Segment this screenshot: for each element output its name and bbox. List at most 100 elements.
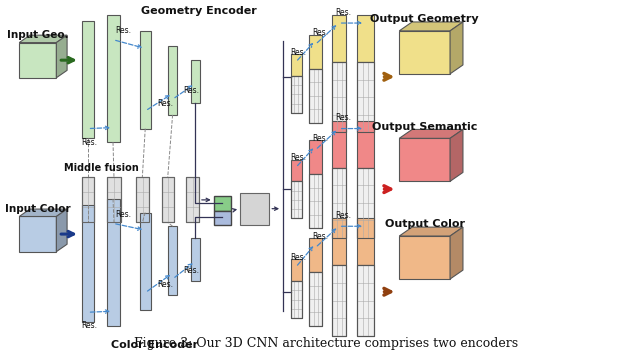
Polygon shape xyxy=(399,22,463,31)
Text: Res.: Res. xyxy=(312,134,328,143)
Bar xyxy=(332,168,346,238)
Bar xyxy=(309,272,322,326)
Text: Res.: Res. xyxy=(81,138,97,147)
Text: Res.: Res. xyxy=(81,321,97,331)
Polygon shape xyxy=(399,31,450,74)
Bar xyxy=(107,15,120,142)
Bar xyxy=(357,265,374,336)
Bar xyxy=(357,15,374,62)
Polygon shape xyxy=(56,35,67,78)
Polygon shape xyxy=(399,227,463,236)
Text: Res.: Res. xyxy=(291,253,307,262)
Bar xyxy=(332,265,346,336)
Bar xyxy=(309,69,322,123)
Bar xyxy=(309,69,322,123)
Polygon shape xyxy=(399,130,463,138)
Bar xyxy=(357,62,374,132)
Bar xyxy=(357,218,374,265)
Bar xyxy=(332,218,346,265)
Bar xyxy=(140,213,151,310)
Bar xyxy=(136,178,149,222)
Bar xyxy=(140,31,151,129)
Text: Res.: Res. xyxy=(183,86,199,95)
Text: Color Encoder: Color Encoder xyxy=(111,340,198,350)
Bar xyxy=(332,62,346,132)
Bar xyxy=(82,21,95,138)
Bar xyxy=(291,54,301,76)
Text: Input Geo.: Input Geo. xyxy=(7,30,68,40)
Polygon shape xyxy=(399,236,450,279)
Text: Res.: Res. xyxy=(115,210,131,219)
Bar xyxy=(291,76,301,113)
Polygon shape xyxy=(19,35,67,43)
Bar xyxy=(332,62,346,132)
Text: Res.: Res. xyxy=(157,99,173,108)
Bar xyxy=(291,281,301,318)
Bar xyxy=(309,175,322,228)
Bar xyxy=(191,60,200,103)
Polygon shape xyxy=(450,130,463,181)
Text: Res.: Res. xyxy=(312,231,328,241)
Bar xyxy=(186,178,199,222)
Bar xyxy=(162,178,173,222)
Bar xyxy=(162,178,173,222)
Bar xyxy=(82,178,95,222)
Bar xyxy=(214,196,231,211)
Polygon shape xyxy=(56,209,67,252)
Text: Res.: Res. xyxy=(312,28,328,37)
Bar xyxy=(107,178,121,222)
Polygon shape xyxy=(450,22,463,74)
Bar xyxy=(309,35,322,69)
Bar xyxy=(357,265,374,336)
Text: Output Color: Output Color xyxy=(385,219,465,229)
Bar xyxy=(168,47,177,115)
Bar xyxy=(309,140,322,175)
Bar xyxy=(332,121,346,168)
Text: Res.: Res. xyxy=(291,153,307,162)
Bar xyxy=(291,181,301,218)
Bar xyxy=(309,175,322,228)
Polygon shape xyxy=(19,217,56,252)
Bar xyxy=(332,168,346,238)
Bar xyxy=(309,272,322,326)
Bar xyxy=(82,178,95,222)
Text: Input Color: Input Color xyxy=(5,204,70,214)
Bar xyxy=(291,76,301,113)
Bar xyxy=(291,160,301,181)
Bar xyxy=(332,265,346,336)
Bar xyxy=(309,238,322,272)
Bar xyxy=(240,193,269,225)
Bar xyxy=(291,260,301,281)
Text: Res.: Res. xyxy=(291,48,307,57)
Text: Res.: Res. xyxy=(335,113,351,122)
Text: Geometry Encoder: Geometry Encoder xyxy=(141,6,257,16)
Bar xyxy=(191,238,200,281)
Text: Output Geometry: Output Geometry xyxy=(371,14,479,24)
Bar xyxy=(332,15,346,62)
Polygon shape xyxy=(450,227,463,279)
Bar xyxy=(357,168,374,238)
Bar xyxy=(291,181,301,218)
Text: Res.: Res. xyxy=(335,211,351,220)
Bar xyxy=(357,62,374,132)
Text: Res.: Res. xyxy=(115,26,131,36)
Polygon shape xyxy=(19,43,56,78)
Polygon shape xyxy=(19,209,67,217)
Polygon shape xyxy=(399,138,450,181)
Bar xyxy=(357,121,374,168)
Text: Middle fusion: Middle fusion xyxy=(64,163,139,173)
Bar xyxy=(357,168,374,238)
Bar xyxy=(214,211,231,225)
Bar xyxy=(82,205,95,322)
Text: Output Semantic: Output Semantic xyxy=(372,122,477,132)
Bar xyxy=(107,199,120,326)
Bar xyxy=(168,226,177,295)
Text: Res.: Res. xyxy=(335,8,351,17)
Bar xyxy=(291,281,301,318)
Bar xyxy=(186,178,199,222)
Bar xyxy=(136,178,149,222)
Text: Res.: Res. xyxy=(183,266,199,275)
Bar xyxy=(107,178,121,222)
Text: Res.: Res. xyxy=(157,280,173,289)
Text: Figure 3: Our 3D CNN architecture comprises two encoders: Figure 3: Our 3D CNN architecture compri… xyxy=(134,337,518,350)
